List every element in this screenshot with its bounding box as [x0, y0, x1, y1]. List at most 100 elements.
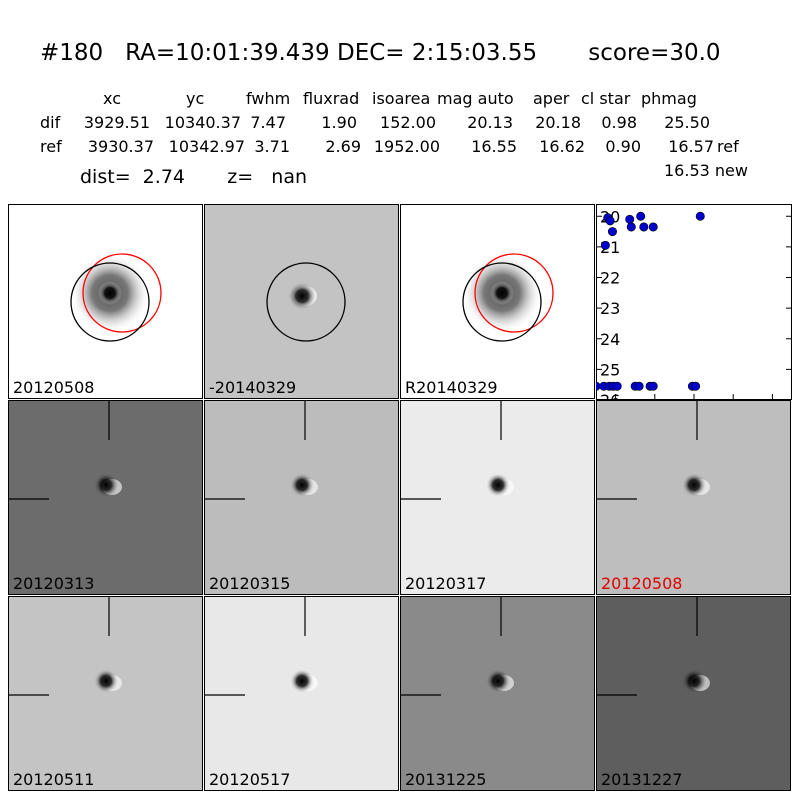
table-cell: 16.57	[668, 137, 714, 156]
row-name: ref	[40, 137, 62, 156]
column-header: mag auto	[437, 89, 514, 108]
table-cell: 7.47	[250, 113, 286, 132]
black-aperture-circle	[462, 262, 542, 342]
column-header: fluxrad	[303, 89, 360, 108]
table-cell: 25.50	[664, 113, 710, 132]
phmag-new: 16.53 new	[664, 161, 748, 180]
cutout-image	[266, 262, 346, 342]
scatter-chart: 20212223242526-100-50050100	[591, 204, 792, 420]
cutout-date-label: 20120317	[405, 574, 487, 593]
table-cell: 152.00	[380, 113, 436, 132]
cutout-image	[462, 253, 554, 342]
column-header: phmag	[641, 89, 697, 108]
table-cell: 3.71	[254, 137, 290, 156]
table-cell: 16.55	[471, 137, 517, 156]
cutout-panel: 20120508	[8, 204, 203, 399]
table-cell: 3930.37	[87, 137, 154, 156]
table-cell: 0.90	[605, 137, 641, 156]
data-point	[626, 222, 636, 232]
cutout-panel: 20131225	[400, 596, 595, 791]
distance-readout: dist= 2.74 z= nan	[80, 166, 308, 188]
cutout-image	[597, 597, 710, 696]
row-note: ref	[717, 137, 739, 156]
cutout-date-label: 20131227	[601, 770, 683, 789]
data-point	[695, 211, 705, 221]
table-cell: 10340.37	[164, 113, 241, 132]
page-title: #180 RA=10:01:39.439 DEC= 2:15:03.55 sco…	[40, 40, 721, 66]
cutout-date-label: 20120517	[209, 770, 291, 789]
table-cell: 0.98	[601, 113, 637, 132]
cutout-date-label: 20131225	[405, 770, 487, 789]
source-blob	[486, 669, 510, 693]
data-point	[648, 381, 658, 391]
data-point	[636, 211, 646, 221]
cutout-image	[9, 401, 122, 500]
cutout-image	[401, 597, 514, 696]
cutout-panel: 20120511	[8, 596, 203, 791]
data-point	[648, 222, 658, 232]
y-tick-label: 24	[600, 330, 620, 349]
cutout-date-label: 20120508	[13, 378, 95, 397]
source-blob	[682, 669, 706, 693]
plot-frame	[596, 204, 792, 400]
y-tick-label: 22	[600, 269, 620, 288]
y-tick-label: 25	[600, 360, 620, 379]
source-blob	[490, 281, 514, 305]
cutout-date-label: 20120315	[209, 574, 291, 593]
source-blob	[290, 669, 314, 693]
column-header: cl star	[581, 89, 631, 108]
y-tick-label: 23	[600, 299, 620, 318]
column-header: yc	[186, 89, 205, 108]
red-aperture-circle	[82, 253, 162, 333]
cutout-date-label: 20120508	[601, 574, 683, 593]
table-cell: 16.62	[539, 137, 585, 156]
source-blob	[682, 473, 706, 497]
column-header: isoarea	[372, 89, 431, 108]
cutout-image	[9, 597, 122, 696]
cutout-image	[205, 401, 318, 500]
cutout-panel: 20131227	[596, 596, 791, 791]
table-cell: 10342.97	[168, 137, 245, 156]
cutout-date-label: R20140329	[405, 378, 498, 397]
data-point	[625, 214, 635, 224]
cutout-panel: R20140329	[400, 204, 595, 399]
cutout-panel: 20120317	[400, 400, 595, 595]
black-aperture-circle	[266, 262, 346, 342]
table-cell: 1.90	[321, 113, 357, 132]
table-cell: 2.69	[325, 137, 361, 156]
cutout-date-label: 20120313	[13, 574, 95, 593]
cutout-image	[70, 253, 162, 342]
cutout-image	[401, 401, 514, 500]
cutout-panel: 20120517	[204, 596, 399, 791]
cutout-panel: 20120315	[204, 400, 399, 595]
data-point	[634, 381, 644, 391]
source-blob	[486, 473, 510, 497]
cutout-panel: -20140329	[204, 204, 399, 399]
source-blob	[290, 473, 314, 497]
column-header: xc	[103, 89, 121, 108]
cutout-panel: 20120313	[8, 400, 203, 595]
red-aperture-circle	[474, 253, 554, 333]
column-header: aper	[533, 89, 570, 108]
source-blob	[98, 281, 122, 305]
black-aperture-circle	[70, 262, 150, 342]
y-tick-label: 26	[600, 391, 620, 400]
cutout-image	[597, 401, 710, 500]
table-cell: 3929.51	[83, 113, 150, 132]
table-cell: 20.13	[467, 113, 513, 132]
column-header: fwhm	[246, 89, 291, 108]
source-blob	[288, 282, 316, 310]
data-point	[612, 381, 622, 391]
source-blob	[94, 669, 118, 693]
data-point	[600, 240, 610, 250]
cutout-date-label: 20120511	[13, 770, 95, 789]
cutout-panel: 20120508	[596, 400, 791, 595]
data-point	[605, 216, 615, 226]
cutout-image	[205, 597, 318, 696]
row-name: dif	[40, 113, 61, 132]
cutout-date-label: -20140329	[209, 378, 297, 397]
lightcurve-scatter-plot: 20212223242526-100-50050100	[591, 204, 792, 420]
data-point	[691, 381, 701, 391]
data-point	[639, 222, 649, 232]
table-cell: 1952.00	[373, 137, 440, 156]
